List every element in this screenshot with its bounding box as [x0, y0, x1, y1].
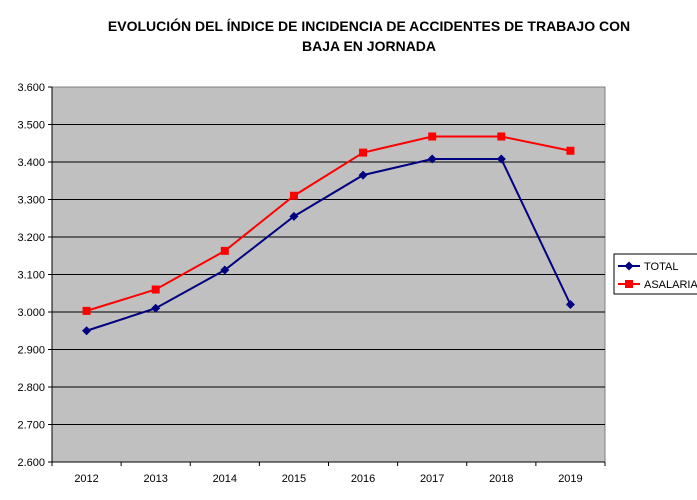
data-point	[358, 170, 368, 180]
x-tick-label: 2014	[213, 473, 237, 485]
y-tick-label: 3.400	[17, 157, 45, 169]
legend-label: ASALARIA	[644, 279, 697, 291]
y-tick-label: 3.100	[17, 270, 45, 282]
legend-item: ASALARIA	[618, 279, 697, 291]
data-point	[565, 300, 575, 309]
chart-title: EVOLUCIÓN DEL ÍNDICE DE INCIDENCIA DE AC…	[108, 17, 630, 54]
y-tick-label: 2.700	[17, 420, 45, 432]
x-tick-label: 2018	[489, 473, 513, 485]
data-point	[220, 265, 230, 275]
legend-swatch-marker	[625, 280, 633, 288]
y-tick-label: 2.800	[17, 382, 45, 394]
y-tick-label: 3.200	[17, 232, 45, 244]
data-point	[497, 132, 506, 141]
data-point	[428, 132, 437, 141]
series-total	[82, 154, 575, 336]
series-layer	[82, 132, 575, 336]
data-point	[82, 326, 92, 336]
legend-item: TOTAL	[618, 261, 678, 273]
x-tick-label: 2015	[282, 473, 306, 485]
series-line	[86, 135, 571, 312]
x-tick-label: 2016	[351, 473, 375, 485]
x-tick-label: 2012	[74, 473, 98, 485]
y-tick-label: 3.300	[17, 195, 45, 207]
data-point	[566, 146, 575, 155]
y-tick-label: 3.000	[17, 307, 45, 319]
legend-label: TOTAL	[644, 261, 678, 273]
y-axis: 2.600 2.700 2.800 2.900 3.000 3.100 3.200 3.300…	[17, 82, 53, 469]
data-point	[151, 285, 160, 294]
y-tick-label: 3.500	[17, 120, 45, 132]
series-asalaria	[82, 132, 575, 315]
series-line	[86, 158, 572, 332]
y-tick-label: 2.900	[17, 345, 45, 357]
x-tick-label: 2019	[558, 473, 582, 485]
legend: TOTAL ASALARIA	[613, 253, 697, 295]
data-point	[496, 154, 506, 164]
data-point	[289, 211, 299, 221]
gridlines	[52, 124, 605, 425]
chart-title-line-2: BAJA EN JORNADA	[302, 38, 436, 54]
chart-title-line-1: EVOLUCIÓN DEL ÍNDICE DE INCIDENCIA DE AC…	[108, 17, 630, 34]
y-tick-label: 2.600	[17, 457, 45, 469]
data-point	[359, 148, 368, 157]
y-tick-label: 3.600	[17, 82, 45, 94]
x-axis: 2012 2013 2014 2015 2016 2017 2018 2019	[51, 461, 606, 485]
data-point	[427, 154, 437, 164]
data-point	[220, 246, 229, 255]
data-point	[151, 303, 161, 313]
data-point	[289, 191, 298, 200]
data-point	[82, 306, 91, 315]
legend-swatch-marker	[624, 261, 634, 271]
x-tick-label: 2017	[420, 473, 444, 485]
x-tick-label: 2013	[143, 473, 167, 485]
